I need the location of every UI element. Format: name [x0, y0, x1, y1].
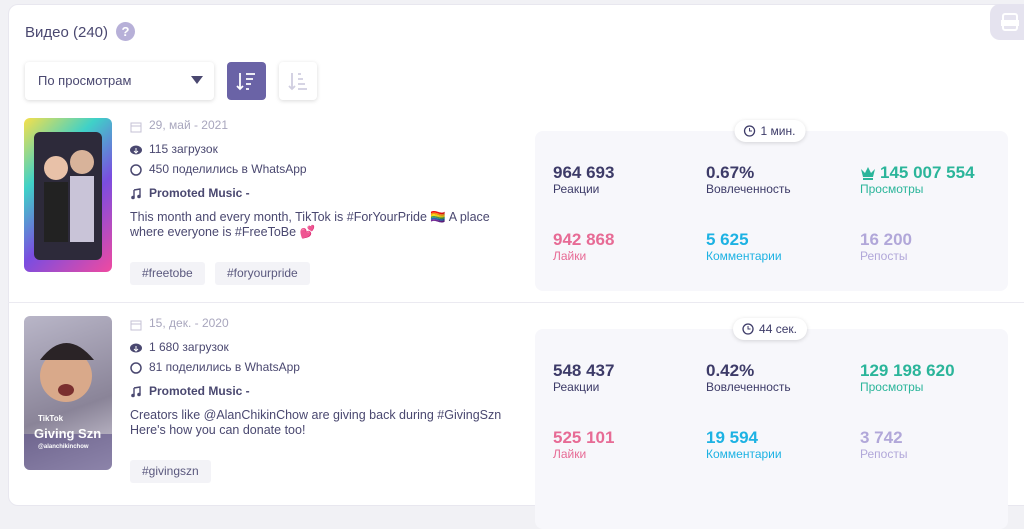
whatsapp-icon-glyph — [130, 362, 142, 374]
stat-label: Комментарии — [706, 249, 782, 263]
music-title: Promoted Music - — [149, 384, 250, 398]
stat-label: Лайки — [553, 249, 587, 263]
thumbnail-text: @alanchikinchow — [38, 444, 89, 450]
sort-dropdown[interactable]: По просмотрам — [25, 62, 214, 100]
music-icon-glyph — [131, 386, 141, 398]
sort-asc-icon — [288, 73, 307, 91]
stat-label: Вовлеченность — [706, 182, 791, 196]
stat-value: 525 101 — [553, 428, 615, 447]
duration: 44 сек. — [759, 322, 797, 336]
hashtag[interactable]: #freetobe — [130, 262, 205, 285]
export-icon — [1001, 13, 1019, 31]
crown-glyph — [861, 167, 875, 180]
stat-label: Вовлеченность — [706, 380, 791, 394]
downloads: 1 680 загрузок — [149, 340, 229, 354]
stat-value: 942 868 — [553, 230, 615, 249]
stat-value: 145 007 554 — [880, 163, 975, 182]
description-line: Creators like @AlanChikinChow are giving… — [130, 408, 502, 422]
shares: 81 поделились в WhatsApp — [149, 360, 300, 374]
sort-desc-icon — [236, 73, 255, 91]
publish-date: 29, май - 2021 — [149, 118, 229, 132]
page-body: Видео (240) ? По просмотрам (() => { con… — [8, 4, 1024, 506]
whatsapp-icon — [130, 163, 142, 176]
stat-value: 5 625 — [706, 230, 749, 249]
page: Видео {"header": {"title": "Видео (240)"… — [8, 4, 1024, 506]
stat-value: 0.67% — [706, 163, 755, 182]
duration: 1 мин. — [760, 124, 796, 138]
hashtag[interactable]: #foryourpride — [215, 262, 310, 285]
stat-label: Лайки — [553, 447, 587, 461]
stat-value: 16 200 — [860, 230, 912, 249]
download-icon — [130, 143, 142, 155]
music-icon — [130, 385, 142, 398]
music-icon-glyph — [131, 188, 141, 200]
download-icon-glyph — [130, 343, 142, 353]
publish-date: 15, дек. - 2020 — [149, 316, 229, 330]
stat-value: 0.42% — [706, 361, 755, 380]
sort-asc-button[interactable] — [279, 62, 317, 100]
stat-label: Реакции — [553, 182, 600, 196]
help-icon[interactable]: ? — [116, 22, 135, 41]
calendar-icon-glyph — [130, 320, 142, 331]
clock-icon — [743, 125, 756, 137]
thumbnail-text: Giving Szn — [34, 426, 102, 441]
whatsapp-icon — [130, 361, 142, 374]
shares: 450 поделились в WhatsApp — [149, 162, 307, 176]
description-line: Here's how you can donate too! — [130, 423, 306, 437]
video-thumbnail[interactable] — [24, 118, 112, 272]
calendar-icon — [130, 120, 142, 133]
hashtag[interactable]: #givingszn — [130, 460, 211, 483]
section-title: Видео (240) — [25, 24, 109, 41]
download-icon — [130, 341, 142, 353]
description-line: This month and every month, TikTok is #F… — [130, 210, 490, 224]
stat-label: Комментарии — [706, 447, 782, 461]
stats-panel — [535, 131, 1008, 291]
stat-label: Просмотры — [860, 380, 924, 394]
downloads: 115 загрузок — [149, 142, 218, 156]
export-button[interactable] — [990, 4, 1024, 40]
top-crown-icon — [860, 166, 876, 180]
thumbnail-art — [34, 132, 102, 260]
description-line: where everyone is #FreeToBe 💕 — [130, 225, 316, 239]
duration-badge: 44 сек. — [733, 318, 807, 340]
stat-value: 964 693 — [553, 163, 615, 182]
music-icon — [130, 187, 142, 200]
stat-value: 19 594 — [706, 428, 758, 447]
row-divider — [8, 302, 1024, 303]
stat-label: Просмотры — [860, 182, 924, 196]
duration-badge: 1 мин. — [734, 120, 806, 142]
video-thumbnail[interactable] — [24, 316, 112, 470]
calendar-icon-glyph — [130, 122, 142, 133]
stat-value: 3 742 — [860, 428, 903, 447]
whatsapp-icon-glyph — [130, 164, 142, 176]
stat-label: Реакции — [553, 380, 600, 394]
stat-label: Репосты — [860, 249, 908, 263]
stat-label: Репосты — [860, 447, 908, 461]
sort-desc-button[interactable] — [227, 62, 266, 100]
dropdown-arrow — [191, 76, 203, 84]
sort-label: По просмотрам — [38, 73, 132, 88]
download-icon-glyph — [130, 145, 142, 155]
clock-icon — [742, 323, 754, 335]
calendar-icon — [130, 318, 142, 331]
thumbnail-art — [24, 343, 112, 470]
stat-value: 548 437 — [553, 361, 615, 380]
thumbnail-text: TikTok — [38, 414, 64, 423]
music-title: Promoted Music - — [149, 186, 250, 200]
stat-value: 129 198 620 — [860, 361, 955, 380]
